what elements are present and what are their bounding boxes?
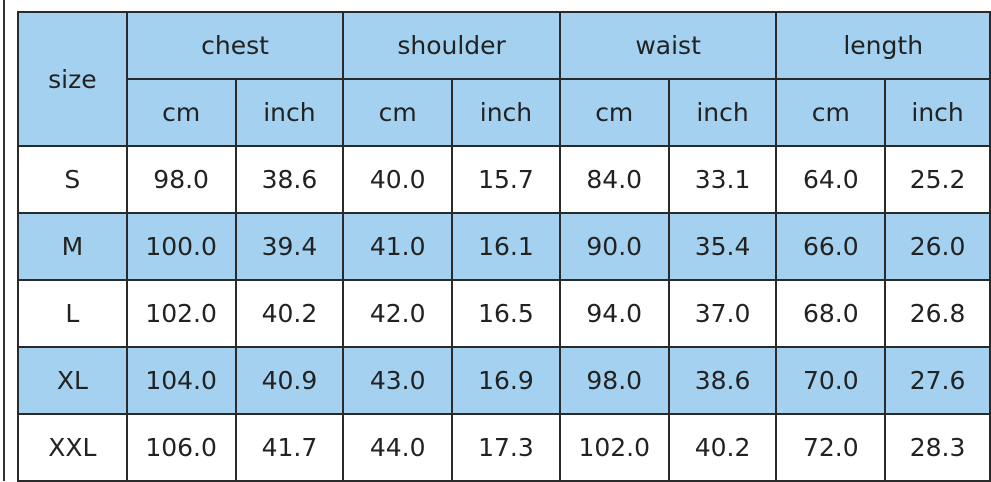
unit-header: inch xyxy=(884,78,991,147)
value-cell: 106.0 xyxy=(125,413,237,482)
header-shoulder: shoulder xyxy=(342,11,561,80)
header-row-units: cm inch cm inch cm inch cm inch xyxy=(18,78,991,147)
header-waist: waist xyxy=(558,11,778,80)
value-cell: 40.9 xyxy=(234,346,345,415)
unit-header: cm xyxy=(775,78,887,147)
value-cell: 16.5 xyxy=(451,279,561,348)
table-row: S 98.0 38.6 40.0 15.7 84.0 33.1 64.0 25.2 xyxy=(17,145,991,214)
value-cell: 43.0 xyxy=(342,346,454,415)
value-cell: 98.0 xyxy=(125,145,237,214)
value-cell: 104.0 xyxy=(125,346,237,415)
value-cell: 39.4 xyxy=(234,212,345,281)
unit-header: cm xyxy=(558,78,670,147)
unit-header: inch xyxy=(451,78,561,147)
size-cell: L xyxy=(17,279,128,348)
value-cell: 40.0 xyxy=(342,145,454,214)
value-cell: 66.0 xyxy=(775,212,887,281)
value-cell: 17.3 xyxy=(451,413,561,482)
value-cell: 25.2 xyxy=(884,145,991,214)
unit-header: inch xyxy=(234,78,345,147)
size-chart-table: size chest shoulder waist length cm inch… xyxy=(17,11,991,482)
unit-header: inch xyxy=(667,78,778,147)
size-cell: M xyxy=(17,212,128,281)
value-cell: 40.2 xyxy=(234,279,345,348)
size-cell: XL xyxy=(17,346,128,415)
unit-header: cm xyxy=(342,78,454,147)
value-cell: 40.2 xyxy=(667,413,778,482)
value-cell: 64.0 xyxy=(775,145,887,214)
unit-header: cm xyxy=(125,78,237,147)
value-cell: 100.0 xyxy=(125,212,237,281)
value-cell: 90.0 xyxy=(558,212,670,281)
value-cell: 70.0 xyxy=(775,346,887,415)
value-cell: 38.6 xyxy=(667,346,778,415)
value-cell: 94.0 xyxy=(558,279,670,348)
size-cell: XXL xyxy=(17,413,128,482)
value-cell: 84.0 xyxy=(558,145,670,214)
table-row: XL 104.0 40.9 43.0 16.9 98.0 38.6 70.0 27.6 xyxy=(17,346,991,415)
value-cell: 26.0 xyxy=(884,212,991,281)
value-cell: 98.0 xyxy=(558,346,670,415)
table-row: M 100.0 39.4 41.0 16.1 90.0 35.4 66.0 26.0 xyxy=(17,212,991,281)
value-cell: 35.4 xyxy=(667,212,778,281)
value-cell: 38.6 xyxy=(234,145,345,214)
value-cell: 15.7 xyxy=(451,145,561,214)
value-cell: 72.0 xyxy=(775,413,887,482)
header-chest: chest xyxy=(125,11,345,80)
header-length: length xyxy=(775,11,991,80)
value-cell: 41.0 xyxy=(342,212,454,281)
value-cell: 102.0 xyxy=(125,279,237,348)
value-cell: 102.0 xyxy=(558,413,670,482)
value-cell: 27.6 xyxy=(884,346,991,415)
value-cell: 37.0 xyxy=(667,279,778,348)
value-cell: 41.7 xyxy=(234,413,345,482)
size-cell: S xyxy=(17,145,128,214)
value-cell: 28.3 xyxy=(884,413,991,482)
header-size: size xyxy=(17,11,128,147)
table-row: L 102.0 40.2 42.0 16.5 94.0 37.0 68.0 26.8 xyxy=(17,279,991,348)
table-row: XXL 106.0 41.7 44.0 17.3 102.0 40.2 72.0 28.3 xyxy=(17,413,991,482)
value-cell: 42.0 xyxy=(342,279,454,348)
value-cell: 44.0 xyxy=(342,413,454,482)
value-cell: 68.0 xyxy=(775,279,887,348)
value-cell: 16.1 xyxy=(451,212,561,281)
image-border xyxy=(3,0,5,481)
value-cell: 16.9 xyxy=(451,346,561,415)
header-row-groups: size chest shoulder waist length xyxy=(17,11,991,147)
value-cell: 33.1 xyxy=(667,145,778,214)
value-cell: 26.8 xyxy=(884,279,991,348)
